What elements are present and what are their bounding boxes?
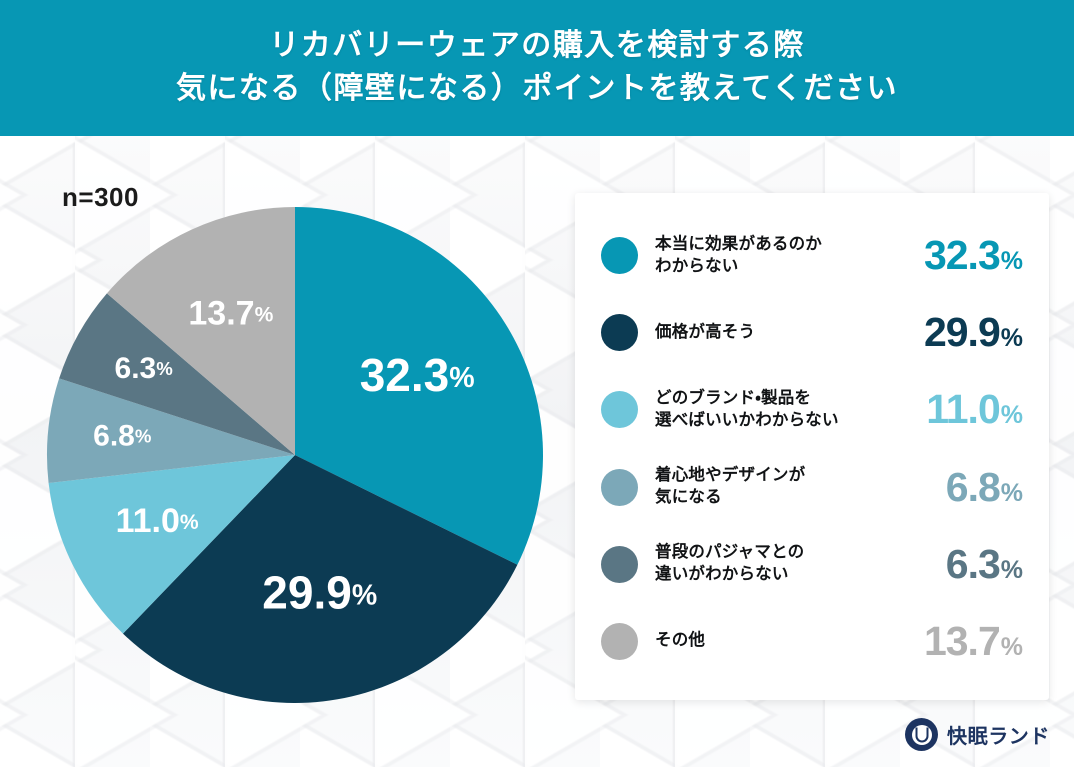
legend-value-percent-sign: %: [1000, 247, 1023, 276]
legend-item-1[interactable]: 価格が高そう 29.9%: [601, 301, 1023, 365]
pie-chart-svg: 32.3% 29.9% 11.0% 6.8% 6.3% 13.7%: [46, 207, 543, 703]
legend-item-0[interactable]: 本当に効果があるのか わからない 32.3%: [601, 224, 1023, 288]
header-title-line-1: リカバリーウェアの購入を検討する際: [269, 29, 805, 63]
legend-value-percent-sign: %: [1000, 478, 1023, 507]
legend-item-value: 32.3%: [873, 232, 1023, 279]
header-title-line-2: 気になる（障壁になる）ポイントを教えてください: [175, 72, 899, 105]
legend-value-number: 29.9: [923, 309, 1001, 356]
pie-slice-label: 32.3%: [360, 349, 475, 401]
legend-color-swatch-icon: [601, 468, 638, 506]
legend-item-5[interactable]: その他 13.7%: [601, 609, 1023, 673]
pie-slice: [46, 378, 295, 483]
pie-slice-label: 13.7%: [188, 294, 273, 332]
sample-size-label: n=300: [62, 182, 139, 212]
legend-value-number: 6.8: [945, 463, 1001, 510]
brand-logo-text: 快眠ランド: [947, 726, 1050, 748]
legend-item-label: 普段のパジャマとの 違いがわからない: [655, 543, 805, 584]
legend-value-number: 11.0: [926, 386, 1001, 433]
legend-item-label: その他: [655, 631, 706, 650]
legend-color-swatch-icon: [601, 545, 638, 583]
legend-item-2[interactable]: どのブランド・製品を 選べばいいかわからない 11.0%: [601, 378, 1023, 442]
pie-slice-label: 29.9%: [262, 567, 377, 619]
legend-color-swatch-icon: [601, 237, 638, 275]
pie-slice: [59, 293, 295, 455]
legend-value-percent-sign: %: [1000, 401, 1023, 430]
legend-item-value: 13.7%: [873, 618, 1023, 665]
pie-slice: [106, 207, 296, 455]
pie-slice-label: 11.0%: [116, 502, 199, 540]
pie-slice: [295, 207, 543, 565]
legend-color-swatch-icon: [601, 622, 638, 660]
pie-chart: 32.3% 29.9% 11.0% 6.8% 6.3% 13.7%: [45, 205, 545, 705]
legend-item-4[interactable]: 普段のパジャマとの 違いがわからない 6.3%: [601, 532, 1023, 596]
pie-slice: [48, 455, 295, 634]
legend-value-percent-sign: %: [1000, 632, 1023, 661]
legend-item-value: 11.0%: [873, 386, 1023, 433]
legend-item-label: 本当に効果があるのか わからない: [655, 234, 822, 275]
legend-item-value: 29.9%: [873, 309, 1023, 356]
legend-value-number: 32.3: [923, 232, 1001, 279]
legend-value-number: 13.7: [923, 617, 1001, 664]
legend-item-3[interactable]: 着心地やデザインが 気になる 6.8%: [601, 455, 1023, 519]
legend-value-percent-sign: %: [1000, 324, 1023, 353]
pie-slice-label: 6.3%: [115, 352, 174, 385]
legend-item-label: どのブランド・製品を 選べばいいかわからない: [655, 389, 839, 429]
sleep-badge-icon: [905, 718, 938, 751]
legend-panel: 本当に効果があるのか わからない 32.3% 価格が高そう 29.9% どのブラ…: [575, 193, 1049, 700]
legend-item-label: 着心地やデザインが 気になる: [655, 466, 806, 507]
header-banner: リカバリーウェアの購入を検討する際 気になる（障壁になる）ポイントを教えてくださ…: [0, 0, 1074, 136]
legend-value-percent-sign: %: [1000, 555, 1023, 584]
brand-logo[interactable]: 快眠ランド: [905, 718, 1050, 751]
legend-item-value: 6.8%: [873, 464, 1023, 511]
pie-slice-label: 6.8%: [93, 419, 152, 452]
legend-item-value: 6.3%: [873, 541, 1023, 588]
pie-slice: [122, 455, 518, 703]
legend-color-swatch-icon: [601, 314, 638, 352]
legend-value-number: 6.3: [945, 540, 1001, 587]
legend-item-label: 価格が高そう: [655, 322, 756, 341]
legend-color-swatch-icon: [601, 391, 638, 429]
